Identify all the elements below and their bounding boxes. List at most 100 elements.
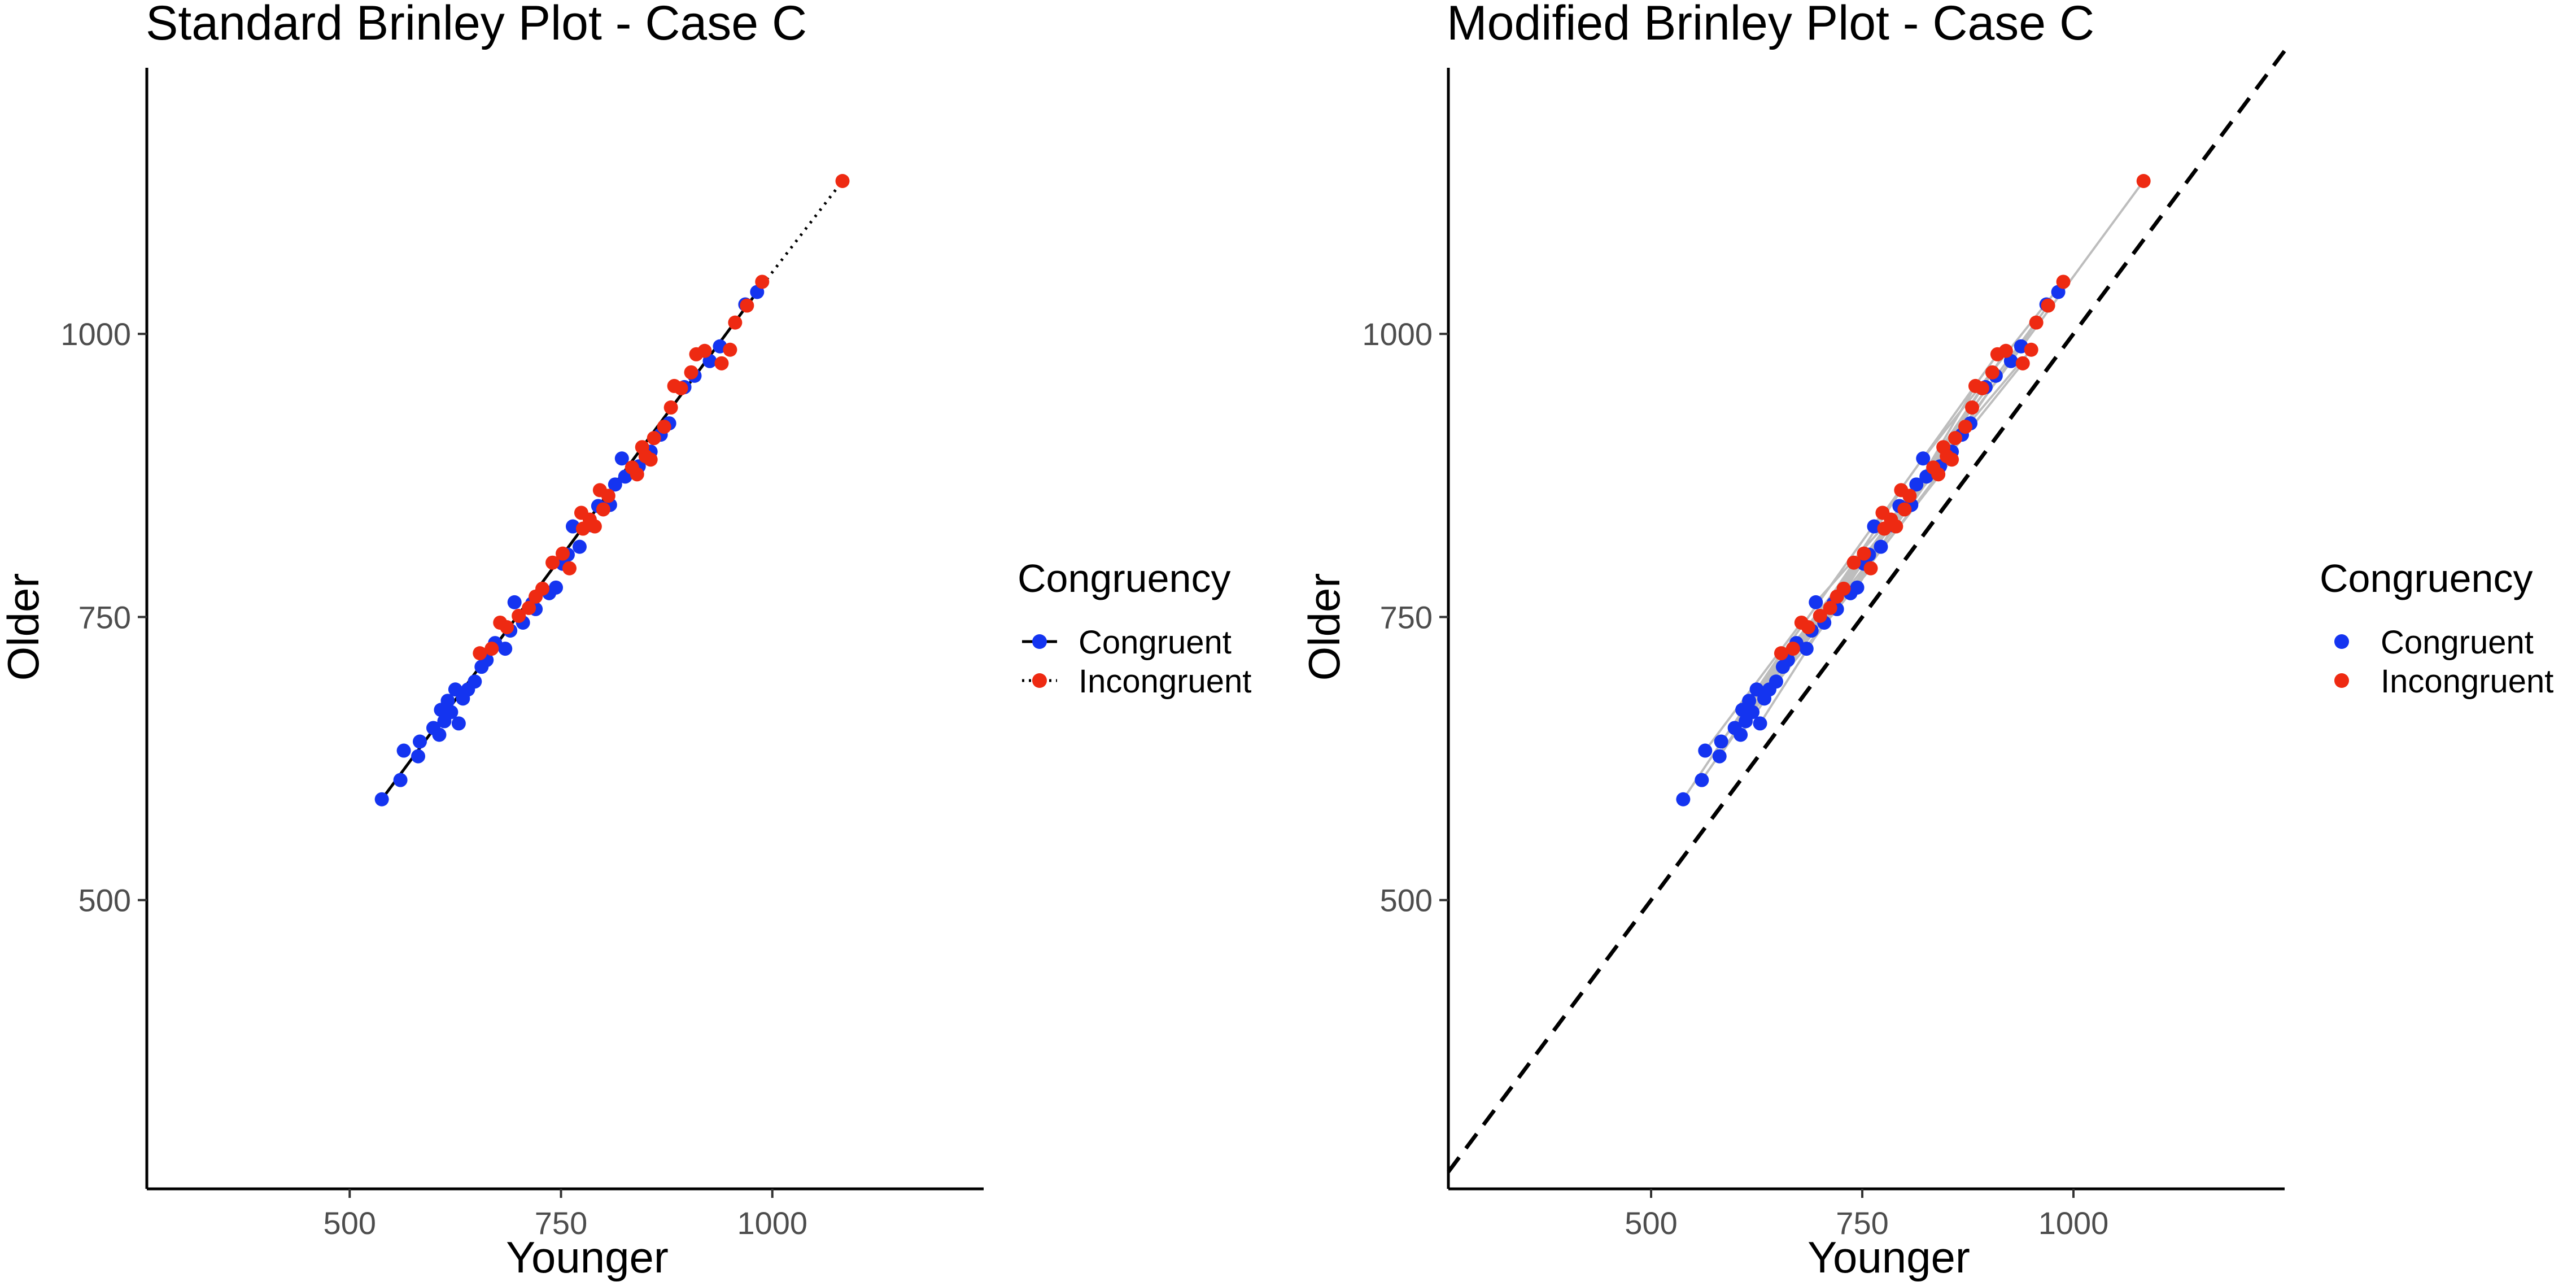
identity-line [1447,49,2286,1174]
incongruent-point [535,581,550,596]
incongruent-point [1897,502,1912,517]
congruent-point [1799,642,1814,656]
incongruent-point [1813,608,1827,623]
incongruent-point [1964,400,1979,415]
incongruent-point [647,431,661,446]
incongruent-point [484,642,499,656]
congruent-point [1753,716,1767,731]
incongruent-point [755,274,770,289]
legend-incongruent-dot [2334,673,2349,688]
congruent-point [1712,749,1727,764]
legend-congruent-dot [2334,634,2349,649]
congruent-point [507,595,522,609]
incongruent-point [587,519,602,534]
legend-congruent-dot [1032,634,1047,649]
y-axis-title: Older [0,573,48,681]
x-tick-label: 750 [1836,1205,1888,1241]
congruent-point [1714,734,1728,749]
incongruent-point [601,489,615,503]
incongruent-point [2056,274,2071,289]
y-tick-label: 500 [1380,883,1433,918]
incongruent-point [1863,561,1878,576]
incongruent-point [1774,646,1788,661]
congruent-point [1809,595,1823,609]
incongruent-point [835,174,850,189]
congruent-point [1745,705,1760,720]
incongruent-point [740,298,754,313]
x-axis-title: Younger [506,1232,669,1282]
x-tick-label: 750 [535,1205,587,1241]
incongruent-point [714,356,729,370]
congruent-point [1698,743,1713,758]
incongruent-point [643,452,658,467]
incongruent-point [1889,519,1903,534]
congruent-point [1850,580,1865,595]
congruent-point [468,674,482,689]
congruent-point [411,749,426,764]
incongruent-point [473,646,487,661]
incongruent-point [1823,600,1837,615]
incongruent-point [562,561,577,576]
incongruent-point [1857,546,1871,561]
incongruent-point [1902,489,1917,503]
congruent-point [374,792,389,807]
y-tick-label: 500 [78,883,131,918]
incongruent-point [684,365,698,380]
congruent-point [440,694,455,708]
y-tick-label: 750 [1380,599,1433,635]
incongruent-point [663,400,678,415]
congruent-point [1909,477,1924,492]
y-tick-label: 750 [78,599,131,635]
legend-title: Congruency [1018,556,1230,600]
incongruent-point [500,620,514,634]
y-tick-label: 1000 [1362,316,1433,352]
incongruent-point [2041,298,2055,313]
incongruent-point [723,342,737,357]
x-axis-title: Younger [1807,1232,1970,1282]
incongruent-point [697,343,712,358]
x-tick-label: 500 [1625,1205,1677,1241]
incongruent-point [657,420,671,434]
incongruent-point [1948,431,1963,446]
congruent-point [498,642,513,656]
incongruent-point [630,467,644,482]
incongruent-point [1958,420,1973,434]
y-tick-label: 1000 [60,316,131,352]
congruent-point [1695,773,1709,787]
congruent-point [432,727,447,742]
x-tick-label: 1000 [2038,1205,2109,1241]
congruent-point [396,743,411,758]
legend-incongruent-label: Incongruent [2381,663,2553,700]
incongruent-point [1801,620,1815,634]
incongruent-point [728,315,743,330]
legend-incongruent-dot [1032,673,1047,688]
incongruent-point [2029,315,2044,330]
congruent-point [1734,727,1748,742]
incongruent-point [1931,467,1946,482]
incongruent-point [512,608,526,623]
incongruent-point [1846,555,1861,570]
incongruent-point [556,546,570,561]
legend-incongruent-label: Incongruent [1079,663,1251,700]
incongruent-point [1836,581,1851,596]
incongruent-point [1985,365,1999,380]
incongruent-point [1975,381,1989,395]
modified-brinley-panel: Modified Brinley Plot - Case C 500 750 100… [1299,0,2286,1282]
legend-congruent-label: Congruent [1079,624,1232,661]
congruent-point [413,734,427,749]
congruent-point [444,705,459,720]
congruent-point [1676,792,1691,807]
standard-brinley-panel: Standard Brinley Plot - Case C 500 750 100… [0,0,984,1282]
congruent-point [1874,539,1888,554]
incongruent-point [674,381,688,395]
incongruent-point [2024,342,2038,357]
incongruent-point [2136,174,2151,189]
x-tick-label: 1000 [737,1205,807,1241]
legend-title: Congruency [2320,556,2533,600]
legend-standard: Congruency Congruent Incongruent [1018,556,1251,700]
incongruent-point [1945,452,1959,467]
congruent-point [614,451,629,466]
panel-title: Modified Brinley Plot - Case C [1447,0,2094,50]
x-tick-label: 500 [324,1205,376,1241]
